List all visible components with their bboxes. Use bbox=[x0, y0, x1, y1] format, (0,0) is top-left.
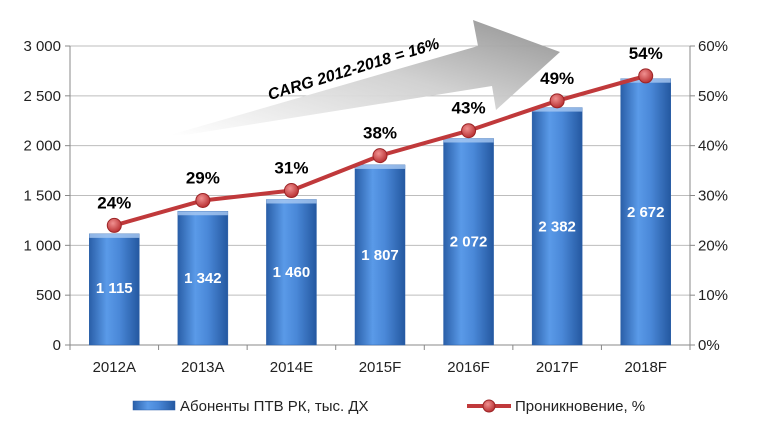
penetration-marker bbox=[461, 123, 477, 139]
y-right-tick-label: 50% bbox=[698, 88, 728, 105]
penetration-line bbox=[106, 68, 654, 233]
bar-top-highlight bbox=[177, 211, 228, 216]
penetration-marker bbox=[549, 93, 565, 109]
bar-value-label: 2 072 bbox=[450, 234, 488, 251]
penetration-value-label: 31% bbox=[274, 159, 308, 178]
penetration-value-label: 54% bbox=[629, 44, 663, 63]
penetration-value-label: 43% bbox=[452, 99, 486, 118]
x-tick-label: 2013A bbox=[181, 359, 224, 376]
bar bbox=[620, 78, 671, 346]
penetration-value-label: 24% bbox=[97, 193, 131, 212]
bar bbox=[354, 164, 406, 346]
penetration-marker bbox=[106, 217, 122, 233]
x-tick-label: 2012A bbox=[93, 359, 136, 376]
y-right-tick-label: 30% bbox=[698, 188, 728, 205]
penetration-marker bbox=[638, 68, 654, 84]
y-left-tick-label: 1 000 bbox=[23, 237, 61, 254]
bar-top-highlight bbox=[355, 164, 405, 169]
bar-top-highlight bbox=[89, 233, 140, 238]
penetration-value-label: 38% bbox=[363, 124, 397, 143]
y-left-tick-label: 500 bbox=[36, 287, 61, 304]
penetration-value-label: 49% bbox=[540, 69, 574, 88]
y-right-tick-label: 10% bbox=[698, 287, 728, 304]
bar bbox=[177, 210, 229, 346]
bar-value-label: 1 807 bbox=[361, 247, 399, 264]
bar-value-label: 2 672 bbox=[627, 204, 665, 221]
x-tick-label: 2018F bbox=[624, 359, 667, 376]
y-right-tick-label: 0% bbox=[698, 337, 720, 354]
legend-bar-swatch bbox=[132, 400, 176, 411]
bar-value-label: 1 115 bbox=[96, 280, 133, 297]
bar-value-label: 1 460 bbox=[273, 264, 311, 281]
bar bbox=[89, 233, 140, 346]
penetration-marker bbox=[283, 183, 299, 199]
x-tick-label: 2016F bbox=[447, 359, 490, 376]
legend: Абоненты ПТВ РК, тыс. ДХ Проникновение, … bbox=[132, 398, 645, 415]
bar-top-highlight bbox=[443, 138, 494, 143]
bar-value-label: 1 342 bbox=[184, 270, 222, 287]
y-left-tick-label: 0 bbox=[53, 337, 61, 354]
bar-top-highlight bbox=[532, 107, 583, 112]
x-tick-label: 2017F bbox=[536, 359, 579, 376]
legend-line-marker bbox=[482, 399, 496, 413]
y-left-tick-label: 2 500 bbox=[23, 88, 61, 105]
bar bbox=[266, 199, 317, 346]
bar bbox=[531, 107, 583, 346]
x-tick-label: 2015F bbox=[359, 359, 402, 376]
x-tick-label: 2014E bbox=[270, 359, 313, 376]
bar-value-label: 2 382 bbox=[538, 218, 576, 235]
cagr-arrow-shape bbox=[170, 20, 560, 135]
y-left-tick-label: 2 000 bbox=[23, 138, 61, 155]
y-right-tick-label: 40% bbox=[698, 138, 728, 155]
y-left-tick-label: 3 000 bbox=[23, 38, 61, 55]
penetration-marker bbox=[195, 192, 211, 208]
axes: 0 500 1 000 1 500 2 000 2 500 3 000 0% 10% 20% 30%… bbox=[23, 38, 728, 376]
legend-line-label: Проникновение, % bbox=[515, 398, 645, 415]
penetration-value-label: 29% bbox=[186, 168, 220, 187]
y-right-tick-label: 60% bbox=[698, 38, 728, 55]
bar-top-highlight bbox=[266, 199, 317, 204]
penetration-marker bbox=[372, 148, 388, 164]
legend-bar-label: Абоненты ПТВ РК, тыс. ДХ bbox=[180, 398, 369, 415]
y-left-tick-label: 1 500 bbox=[23, 188, 61, 205]
bar bbox=[443, 138, 494, 346]
bars bbox=[89, 78, 671, 346]
y-right-tick-label: 20% bbox=[698, 237, 728, 254]
data-labels: 1 115 1 342 1 460 1 807 2 072 2 382 2 672 24% 29… bbox=[96, 44, 665, 297]
